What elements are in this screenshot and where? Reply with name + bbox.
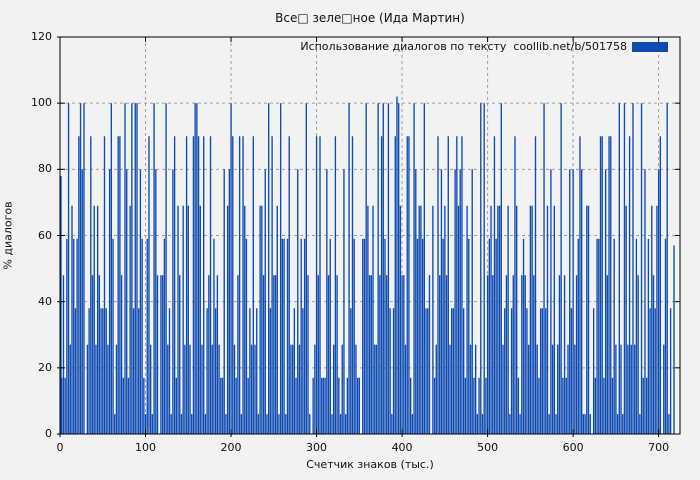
x-tick-label: 200 (220, 441, 242, 454)
x-tick-label: 500 (477, 441, 499, 454)
x-axis-label: Счетчик знаков (тыс.) (306, 458, 434, 471)
x-tick-label: 700 (648, 441, 670, 454)
x-tick-label: 600 (562, 441, 584, 454)
y-tick-label: 120 (31, 30, 52, 43)
x-tick-label: 100 (135, 441, 157, 454)
x-tick-label: 0 (56, 441, 64, 454)
y-tick-label: 40 (38, 294, 52, 308)
y-tick-label: 60 (38, 228, 52, 242)
x-tick-label: 400 (391, 441, 413, 454)
chart-title: Все□ зеле□ное (Ида Мартин) (275, 11, 465, 25)
legend-swatch (632, 42, 668, 52)
x-tick-label: 300 (306, 441, 328, 454)
y-tick-label: 100 (31, 96, 52, 110)
y-tick-label: 0 (45, 427, 52, 440)
plot-border (59, 36, 681, 435)
bars-group (60, 96, 675, 435)
y-tick-label: 20 (38, 360, 52, 374)
y-tick-label: 80 (38, 162, 52, 176)
axis-ticks (57, 36, 680, 437)
legend-label: Использование диалогов по тексту coollib… (300, 40, 627, 53)
